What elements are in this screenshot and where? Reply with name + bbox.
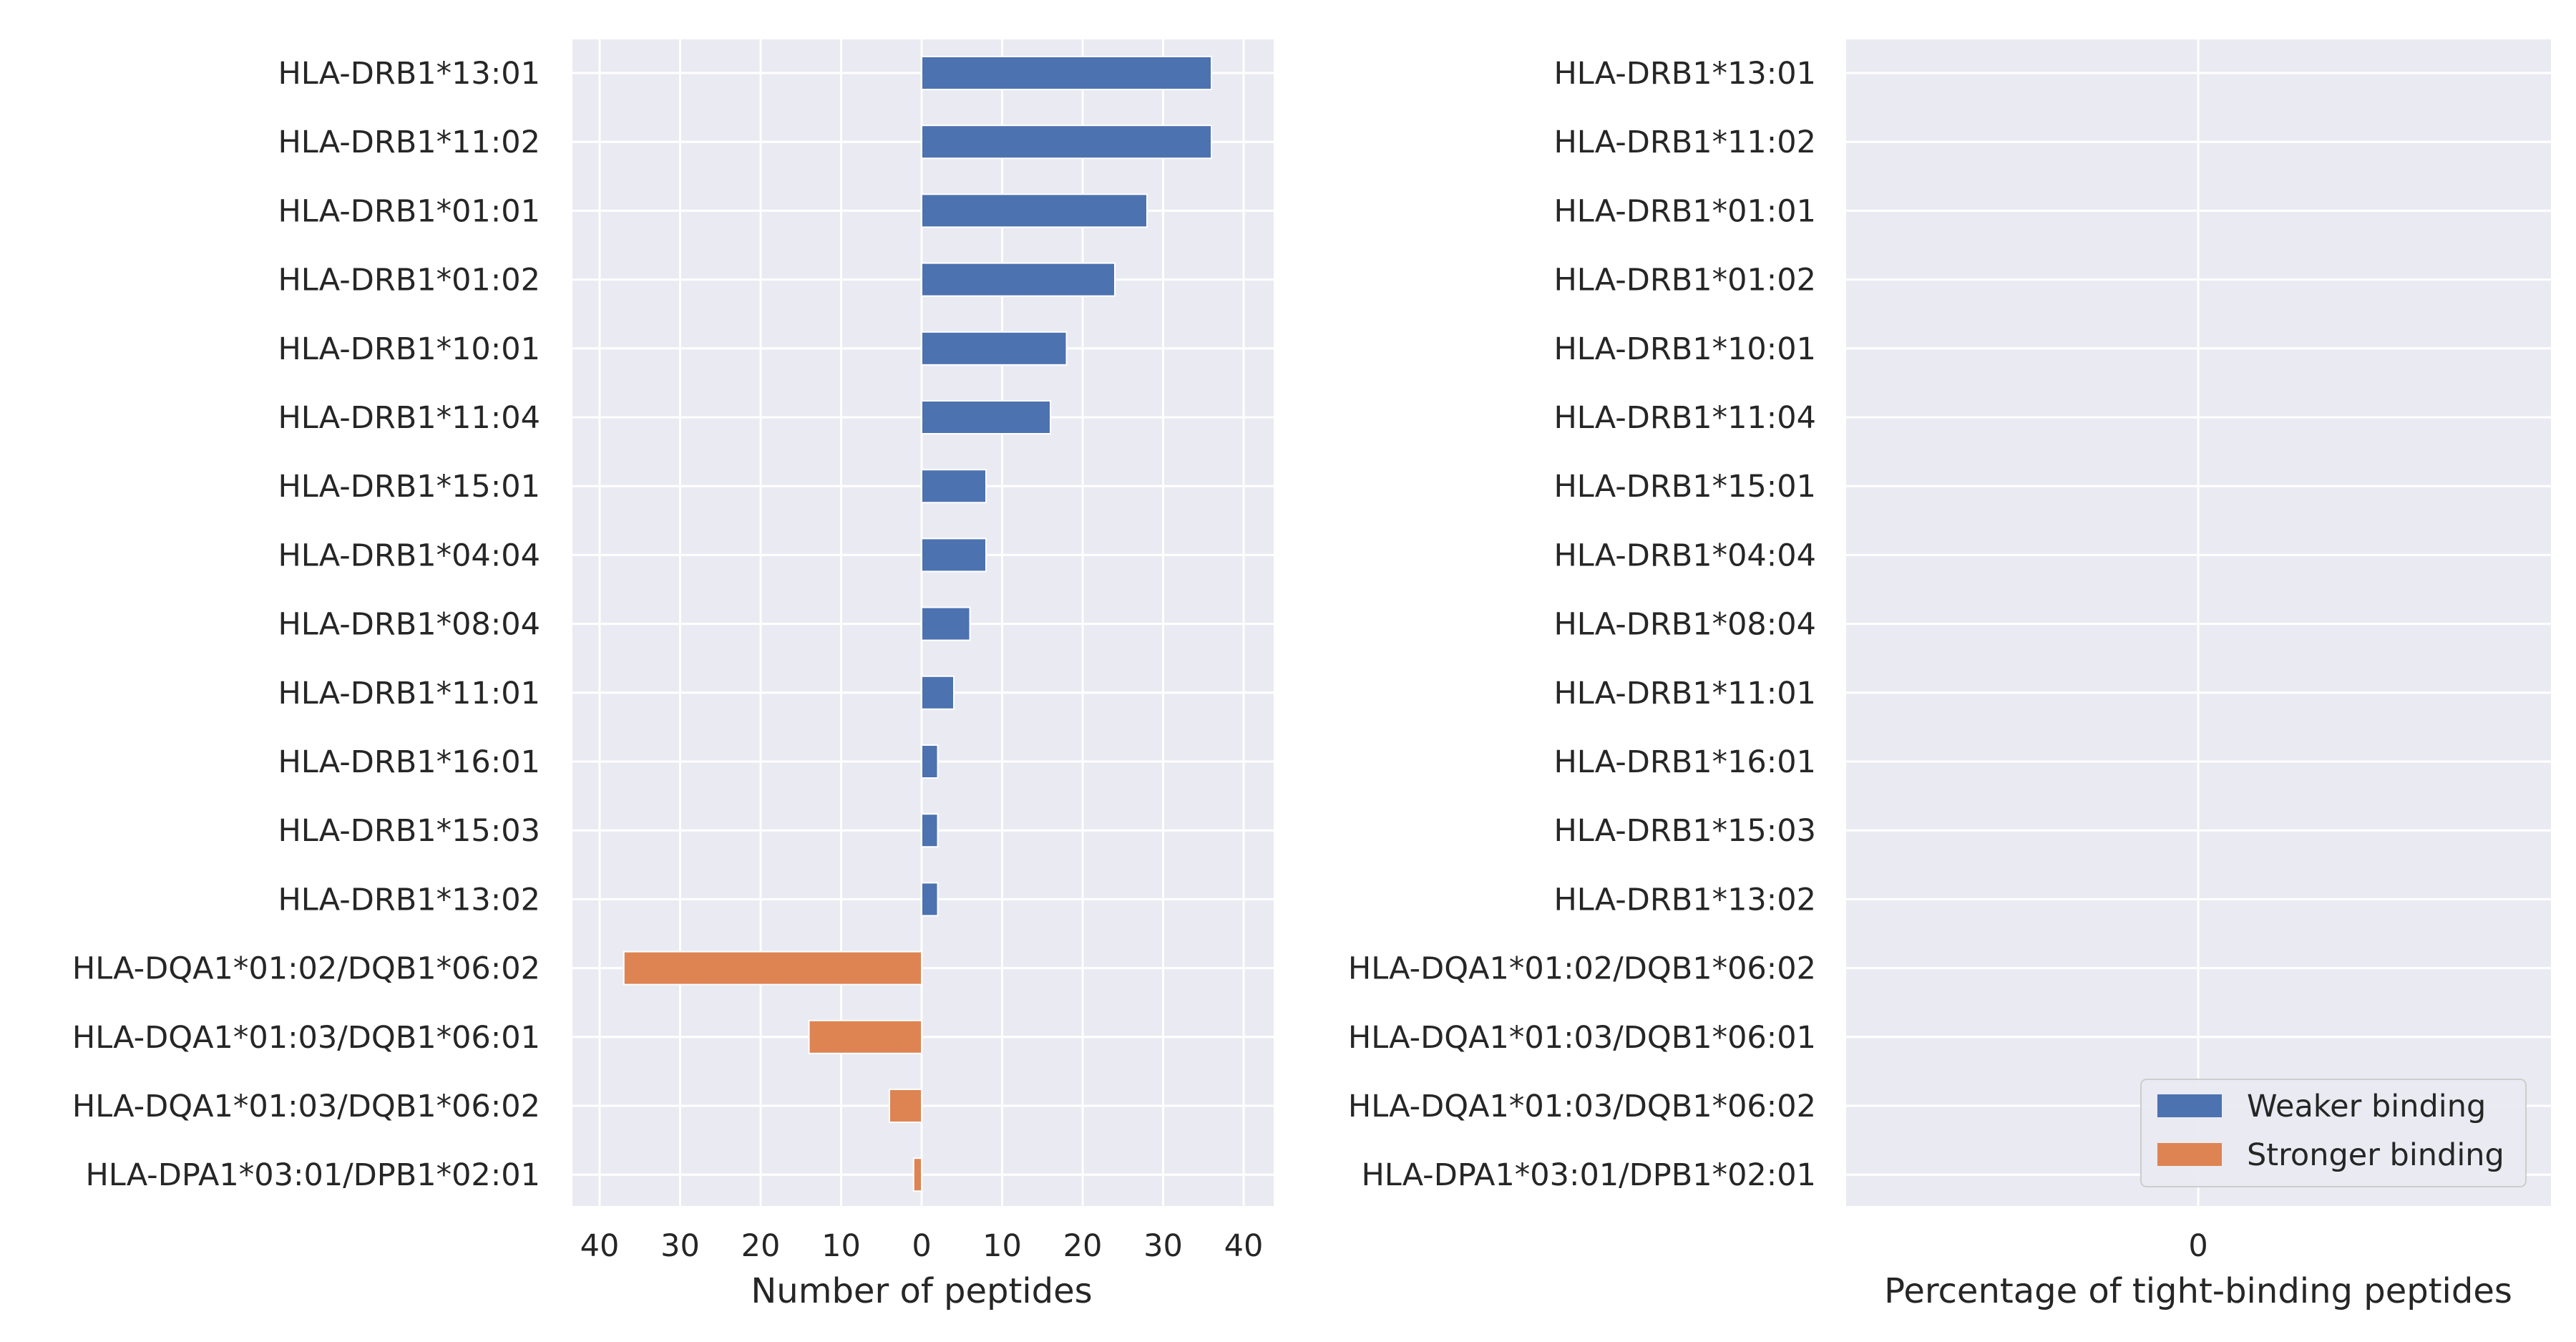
bar-stronger-binding <box>808 1019 922 1054</box>
bar-stronger-binding <box>623 950 922 986</box>
right-y-tick-label: HLA-DRB1*10:01 <box>1553 331 1816 367</box>
legend-swatch <box>2157 1094 2222 1117</box>
right-y-tick-label: HLA-DRB1*08:04 <box>1553 607 1816 643</box>
left-y-tick-label: HLA-DRB1*08:04 <box>278 607 540 643</box>
bar-weaker-binding <box>921 56 1212 90</box>
legend-box <box>2140 1079 2527 1187</box>
left-y-tick-label: HLA-DQA1*01:02/DQB1*06:02 <box>72 951 540 987</box>
left-y-tick-label: HLA-DQA1*01:03/DQB1*06:02 <box>72 1089 540 1124</box>
left-y-tick-label: HLA-DRB1*15:03 <box>278 813 540 849</box>
bar-weaker-binding <box>921 744 939 779</box>
left-x-tick-label: 40 <box>1224 1228 1264 1264</box>
right-y-tick-label: HLA-DRB1*15:01 <box>1553 469 1816 505</box>
right-y-tick-label: HLA-DRB1*04:04 <box>1553 538 1816 573</box>
left-y-tick-label: HLA-DRB1*10:01 <box>278 331 540 367</box>
right-y-tick-label: HLA-DPA1*03:01/DPB1*02:01 <box>1361 1157 1816 1193</box>
right-y-tick-label: HLA-DRB1*13:02 <box>1553 882 1816 918</box>
left-y-tick-label: HLA-DRB1*01:01 <box>278 193 540 229</box>
right-y-tick-label: HLA-DRB1*01:02 <box>1553 263 1816 298</box>
bar-weaker-binding <box>921 538 987 573</box>
right-chart-panel: HLA-DRB1*13:01 HLA-DRB1*11:02 HLA-DRB1*01:… <box>1348 39 2551 1311</box>
left-x-axis-label: Number of peptides <box>751 1271 1092 1311</box>
right-y-tick-label: HLA-DQA1*01:02/DQB1*06:02 <box>1348 951 1816 987</box>
left-y-tick-label: HLA-DRB1*11:01 <box>278 676 540 711</box>
bar-weaker-binding <box>921 125 1212 160</box>
bar-weaker-binding <box>921 606 971 641</box>
left-y-tick-label: HLA-DQA1*01:03/DQB1*06:01 <box>72 1020 540 1056</box>
left-x-tick-label: 30 <box>660 1228 700 1264</box>
right-y-tick-label: HLA-DRB1*11:02 <box>1553 125 1816 160</box>
bar-weaker-binding <box>921 262 1116 297</box>
right-y-tick-labels: HLA-DRB1*13:01 HLA-DRB1*11:02 HLA-DRB1*01:… <box>1348 56 1816 1193</box>
left-bars <box>623 56 1212 1192</box>
right-y-tick-label: HLA-DRB1*16:01 <box>1553 744 1816 780</box>
left-y-tick-label: HLA-DPA1*03:01/DPB1*02:01 <box>85 1157 540 1193</box>
left-y-tick-labels: HLA-DRB1*13:01 HLA-DRB1*11:02 HLA-DRB1*01:… <box>72 56 540 1193</box>
left-y-tick-label: HLA-DRB1*13:01 <box>278 56 540 92</box>
right-y-tick-label: HLA-DRB1*11:04 <box>1553 400 1816 436</box>
left-x-tick-label: 10 <box>982 1228 1022 1264</box>
bar-stronger-binding <box>912 1157 922 1192</box>
left-chart-panel: HLA-DRB1*13:01 HLA-DRB1*11:02 HLA-DRB1*01:… <box>72 39 1274 1311</box>
left-x-tick-label: 40 <box>580 1228 620 1264</box>
legend-entry-label: Stronger binding <box>2247 1137 2504 1173</box>
left-x-tick-label: 20 <box>1063 1228 1103 1264</box>
right-y-tick-label: HLA-DQA1*01:03/DQB1*06:01 <box>1348 1020 1816 1056</box>
legend-entry-label: Weaker binding <box>2247 1089 2486 1124</box>
bar-weaker-binding <box>921 882 939 917</box>
right-x-tick-label: 0 <box>2188 1228 2207 1264</box>
bar-weaker-binding <box>921 675 955 710</box>
right-x-tick-labels: 0 <box>2188 1228 2207 1264</box>
left-x-tick-label: 30 <box>1143 1228 1183 1264</box>
left-x-tick-labels: 40 30 20 10 0 10 20 30 40 <box>580 1228 1264 1264</box>
left-y-tick-label: HLA-DRB1*11:04 <box>278 400 540 436</box>
bar-weaker-binding <box>921 193 1148 228</box>
right-y-tick-label: HLA-DRB1*13:01 <box>1553 56 1816 92</box>
bar-weaker-binding <box>921 331 1068 366</box>
left-x-tick-label: 0 <box>912 1228 931 1264</box>
left-x-tick-label: 20 <box>741 1228 781 1264</box>
right-x-axis-label: Percentage of tight-binding peptides <box>1884 1271 2512 1311</box>
bar-weaker-binding <box>921 813 939 848</box>
right-y-tick-label: HLA-DQA1*01:03/DQB1*06:02 <box>1348 1089 1816 1124</box>
left-x-tick-label: 10 <box>821 1228 861 1264</box>
left-y-tick-label: HLA-DRB1*04:04 <box>278 538 540 573</box>
legend-swatch <box>2157 1143 2222 1166</box>
left-y-tick-label: HLA-DRB1*13:02 <box>278 882 540 918</box>
bar-weaker-binding <box>921 400 1051 434</box>
left-y-tick-label: HLA-DRB1*15:01 <box>278 469 540 505</box>
left-y-tick-label: HLA-DRB1*16:01 <box>278 744 540 780</box>
right-y-tick-label: HLA-DRB1*15:03 <box>1553 813 1816 849</box>
legend: Weaker binding Stronger binding <box>2140 1079 2527 1187</box>
right-y-tick-label: HLA-DRB1*11:01 <box>1553 676 1816 711</box>
right-y-tick-label: HLA-DRB1*01:01 <box>1553 193 1816 229</box>
left-y-tick-label: HLA-DRB1*11:02 <box>278 125 540 160</box>
bar-weaker-binding <box>921 469 987 504</box>
bar-stronger-binding <box>889 1089 922 1123</box>
left-y-tick-label: HLA-DRB1*01:02 <box>278 263 540 298</box>
